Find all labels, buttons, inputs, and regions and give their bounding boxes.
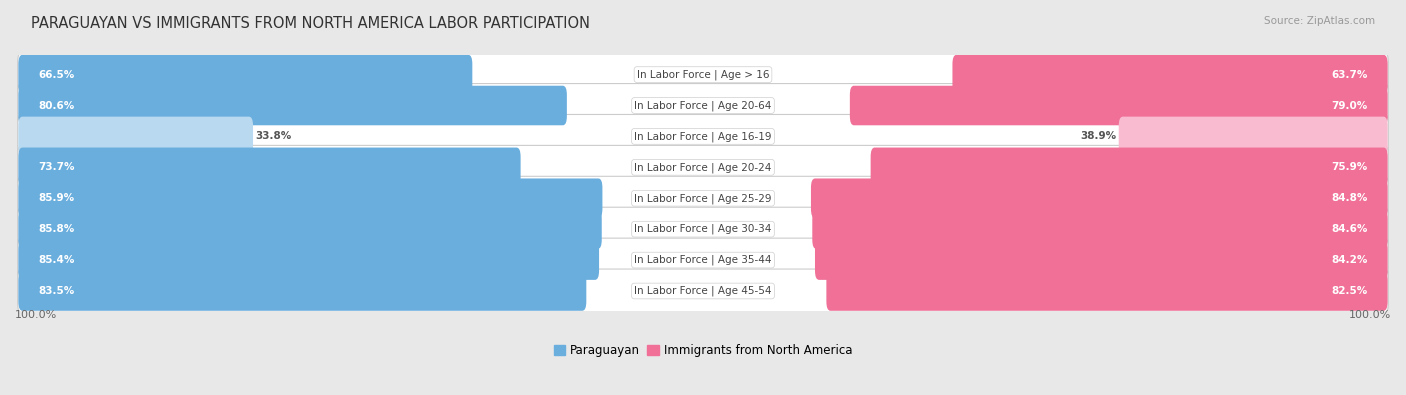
FancyBboxPatch shape <box>870 148 1388 187</box>
FancyBboxPatch shape <box>1119 117 1388 156</box>
Text: PARAGUAYAN VS IMMIGRANTS FROM NORTH AMERICA LABOR PARTICIPATION: PARAGUAYAN VS IMMIGRANTS FROM NORTH AMER… <box>31 16 591 31</box>
FancyBboxPatch shape <box>18 209 602 249</box>
Text: 66.5%: 66.5% <box>38 70 75 80</box>
Text: In Labor Force | Age 45-54: In Labor Force | Age 45-54 <box>634 286 772 296</box>
Text: 75.9%: 75.9% <box>1331 162 1368 172</box>
FancyBboxPatch shape <box>18 176 1388 220</box>
FancyBboxPatch shape <box>952 55 1388 94</box>
Text: 80.6%: 80.6% <box>38 100 75 111</box>
FancyBboxPatch shape <box>18 117 253 156</box>
FancyBboxPatch shape <box>849 86 1388 125</box>
Text: In Labor Force | Age 20-24: In Labor Force | Age 20-24 <box>634 162 772 173</box>
Text: 100.0%: 100.0% <box>1348 310 1391 320</box>
Text: 84.8%: 84.8% <box>1331 193 1368 203</box>
Text: Source: ZipAtlas.com: Source: ZipAtlas.com <box>1264 16 1375 26</box>
FancyBboxPatch shape <box>813 209 1388 249</box>
Text: 84.2%: 84.2% <box>1331 255 1368 265</box>
Text: 82.5%: 82.5% <box>1331 286 1368 296</box>
FancyBboxPatch shape <box>18 240 599 280</box>
Text: In Labor Force | Age 35-44: In Labor Force | Age 35-44 <box>634 255 772 265</box>
FancyBboxPatch shape <box>18 53 1388 96</box>
FancyBboxPatch shape <box>827 271 1388 311</box>
Text: In Labor Force | Age 16-19: In Labor Force | Age 16-19 <box>634 131 772 142</box>
FancyBboxPatch shape <box>18 148 520 187</box>
FancyBboxPatch shape <box>18 115 1388 158</box>
Text: 83.5%: 83.5% <box>38 286 75 296</box>
Text: 84.6%: 84.6% <box>1331 224 1368 234</box>
FancyBboxPatch shape <box>18 207 1388 251</box>
FancyBboxPatch shape <box>18 179 602 218</box>
Legend: Paraguayan, Immigrants from North America: Paraguayan, Immigrants from North Americ… <box>548 339 858 362</box>
Text: 85.8%: 85.8% <box>38 224 75 234</box>
FancyBboxPatch shape <box>18 55 472 94</box>
Text: In Labor Force | Age > 16: In Labor Force | Age > 16 <box>637 70 769 80</box>
Text: 33.8%: 33.8% <box>256 132 292 141</box>
Text: In Labor Force | Age 25-29: In Labor Force | Age 25-29 <box>634 193 772 203</box>
Text: 79.0%: 79.0% <box>1331 100 1368 111</box>
Text: 85.4%: 85.4% <box>38 255 75 265</box>
Text: 73.7%: 73.7% <box>38 162 75 172</box>
FancyBboxPatch shape <box>18 86 567 125</box>
FancyBboxPatch shape <box>18 269 1388 313</box>
Text: In Labor Force | Age 20-64: In Labor Force | Age 20-64 <box>634 100 772 111</box>
Text: In Labor Force | Age 30-34: In Labor Force | Age 30-34 <box>634 224 772 234</box>
Text: 100.0%: 100.0% <box>15 310 58 320</box>
FancyBboxPatch shape <box>815 240 1388 280</box>
FancyBboxPatch shape <box>18 271 586 311</box>
Text: 63.7%: 63.7% <box>1331 70 1368 80</box>
FancyBboxPatch shape <box>18 145 1388 189</box>
FancyBboxPatch shape <box>18 238 1388 282</box>
Text: 38.9%: 38.9% <box>1080 132 1116 141</box>
FancyBboxPatch shape <box>18 84 1388 128</box>
Text: 85.9%: 85.9% <box>38 193 75 203</box>
FancyBboxPatch shape <box>811 179 1388 218</box>
